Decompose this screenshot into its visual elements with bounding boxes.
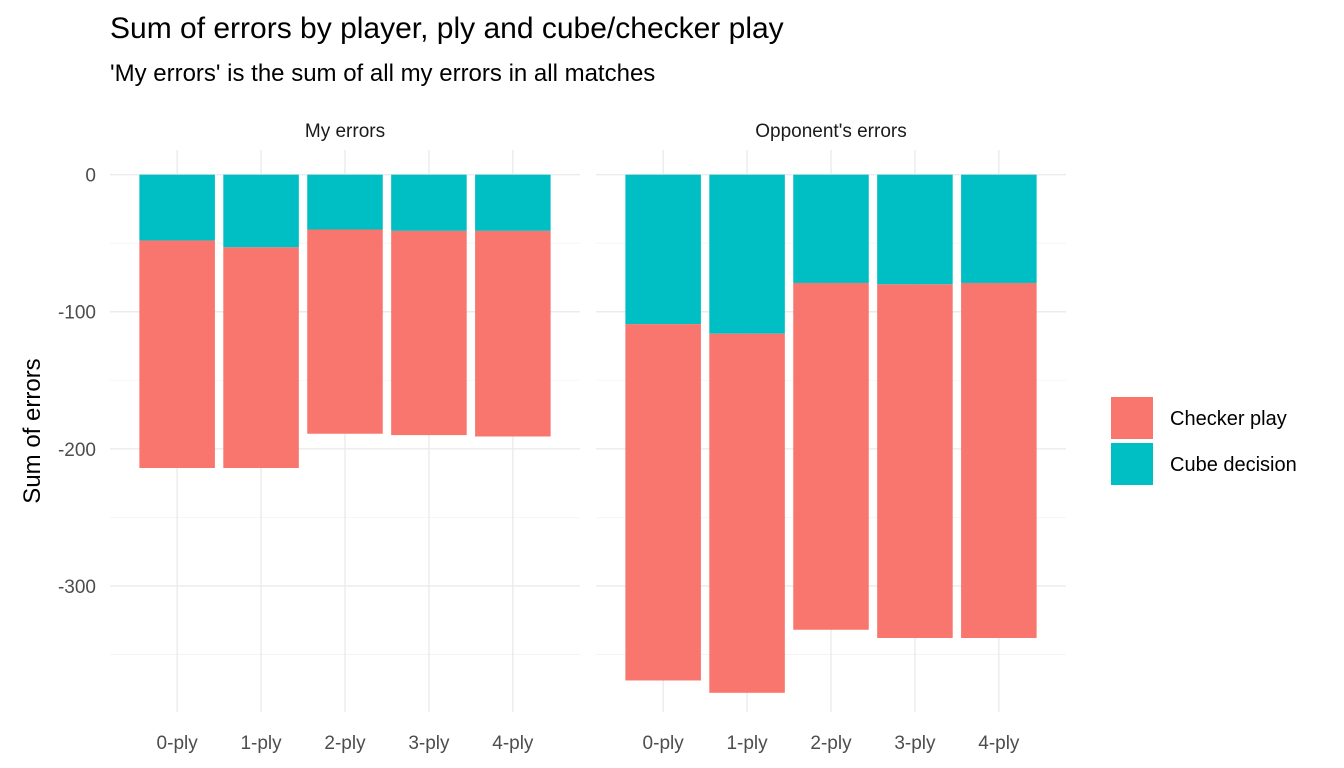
- x-tick-label: 4-ply: [978, 733, 1020, 754]
- bar-cube-decision: [139, 174, 215, 241]
- x-tick-label: 1-ply: [240, 733, 282, 754]
- x-tick-label: 0-ply: [643, 733, 685, 754]
- bar-checker-play: [793, 282, 869, 630]
- y-tick-label: 0: [85, 166, 96, 187]
- bar-checker-play: [307, 229, 383, 434]
- y-tick-label: -100: [58, 303, 96, 324]
- bar-cube-decision: [391, 174, 467, 231]
- bar-cube-decision: [793, 174, 869, 283]
- y-tick-label: -300: [58, 577, 96, 598]
- y-axis-label: Sum of errors: [19, 358, 46, 503]
- legend-label: Checker play: [1170, 408, 1287, 430]
- bar-cube-decision: [223, 174, 299, 248]
- bar-cube-decision: [307, 174, 383, 230]
- bar-checker-play: [223, 247, 299, 469]
- chart-title: Sum of errors by player, ply and cube/ch…: [110, 12, 784, 45]
- bar-cube-decision: [877, 174, 953, 285]
- bar-checker-play: [709, 333, 785, 693]
- bar-checker-play: [625, 324, 701, 681]
- x-tick-label: 2-ply: [810, 733, 852, 754]
- bar-cube-decision: [961, 174, 1037, 283]
- bar-cube-decision: [709, 174, 785, 334]
- panel-strip-label: My errors: [305, 121, 385, 142]
- bar-checker-play: [475, 230, 551, 437]
- legend-swatch: [1111, 397, 1153, 439]
- bar-cube-decision: [625, 174, 701, 325]
- bar-cube-decision: [475, 174, 551, 231]
- panel-strip-label: Opponent's errors: [755, 121, 906, 142]
- chart-subtitle: 'My errors' is the sum of all my errors …: [110, 60, 656, 87]
- x-tick-label: 2-ply: [324, 733, 366, 754]
- legend-label: Cube decision: [1170, 454, 1297, 476]
- x-tick-label: 3-ply: [408, 733, 450, 754]
- legend-swatch: [1111, 443, 1153, 485]
- x-tick-label: 1-ply: [726, 733, 768, 754]
- x-tick-label: 4-ply: [492, 733, 534, 754]
- bar-checker-play: [877, 284, 953, 638]
- y-tick-label: -200: [58, 440, 96, 461]
- bar-checker-play: [139, 240, 215, 469]
- bar-checker-play: [391, 230, 467, 436]
- bar-checker-play: [961, 282, 1037, 638]
- x-tick-label: 0-ply: [157, 733, 199, 754]
- x-tick-label: 3-ply: [894, 733, 936, 754]
